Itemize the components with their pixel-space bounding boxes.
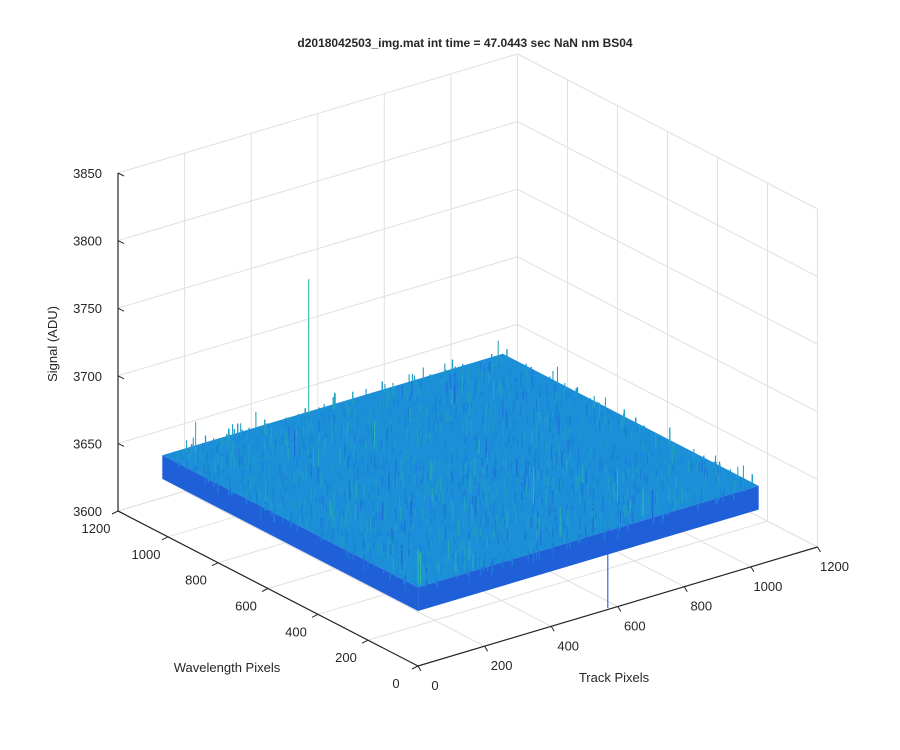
- grid-line: [367, 520, 768, 641]
- grid-line: [517, 256, 818, 413]
- grid-line: [517, 188, 818, 345]
- surface-edge: [162, 455, 419, 611]
- grid-line: [117, 323, 518, 444]
- surface-plot: [162, 279, 759, 611]
- grid-line: [117, 256, 518, 377]
- grid-line: [117, 53, 518, 174]
- surface-edge: [418, 485, 759, 611]
- grid-line: [517, 121, 818, 278]
- grid-line: [117, 121, 518, 242]
- grid-line: [517, 53, 818, 210]
- grid-line: [517, 323, 818, 480]
- grid-line: [117, 188, 518, 309]
